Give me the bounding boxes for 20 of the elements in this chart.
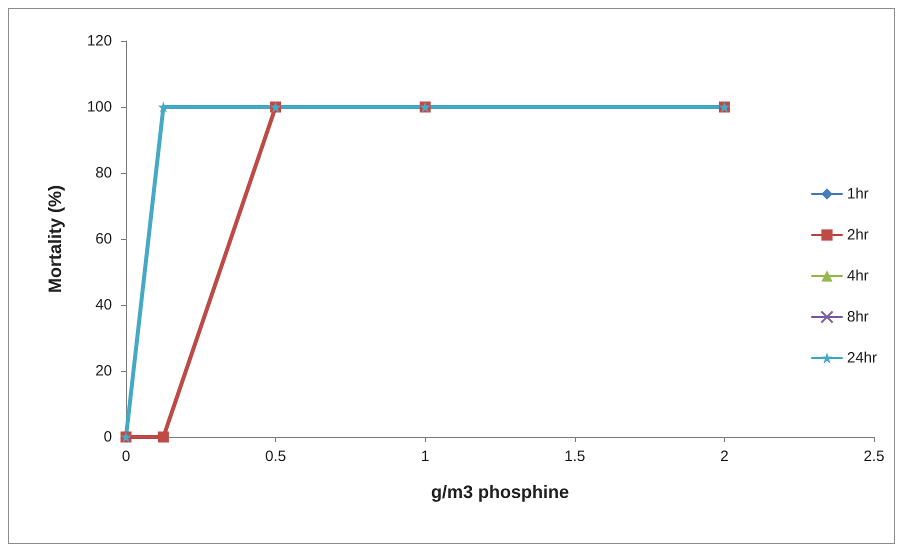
y-tick-label: 40 <box>95 296 112 314</box>
x-axis-title: g/m3 phosphine <box>430 482 570 502</box>
x-tick-label: 2 <box>720 448 729 465</box>
x-tick-label: 0.5 <box>265 448 286 465</box>
legend-label: 4hr <box>846 268 869 284</box>
y-tick-label: 60 <box>95 230 112 248</box>
y-tick-label: 120 <box>86 32 112 50</box>
x-tick-label: 0 <box>122 448 130 465</box>
legend-label: 1hr <box>846 186 869 202</box>
y-tick-label: 100 <box>86 98 112 116</box>
y-tick-label: 80 <box>95 164 112 182</box>
legend-label: 24hr <box>846 350 878 366</box>
x-tick-label: 1.5 <box>564 448 586 465</box>
legend-label: 2hr <box>846 226 869 244</box>
y-axis-title: Mortality (%) <box>45 184 65 293</box>
y-tick-label: 20 <box>95 362 112 380</box>
x-tick-label: 2.5 <box>864 448 884 465</box>
legend-label: 8hr <box>846 308 869 326</box>
y-tick-label: 0 <box>104 428 112 446</box>
x-tick-label: 1 <box>421 448 430 465</box>
